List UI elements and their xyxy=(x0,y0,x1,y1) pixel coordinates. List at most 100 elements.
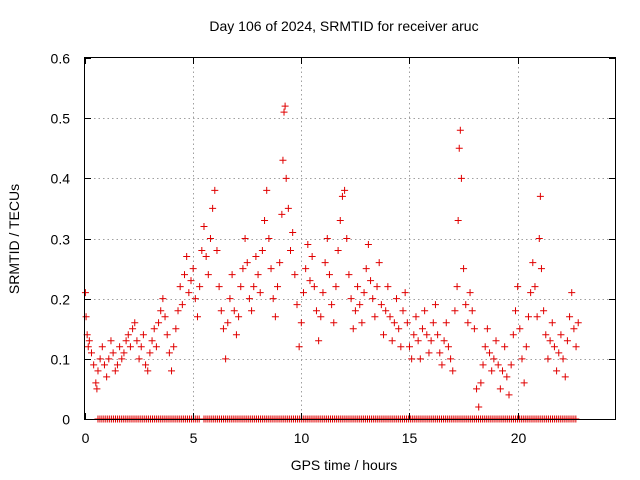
data-point xyxy=(157,307,165,315)
data-point xyxy=(572,343,580,351)
data-point xyxy=(148,337,156,345)
data-point xyxy=(161,313,169,321)
data-point xyxy=(215,283,223,291)
data-point xyxy=(85,337,93,345)
data-point xyxy=(522,343,530,351)
data-point xyxy=(202,253,210,261)
data-point xyxy=(334,247,342,255)
data-point xyxy=(434,331,442,339)
data-point xyxy=(282,174,290,182)
data-point xyxy=(189,265,197,273)
data-point xyxy=(172,325,180,333)
data-point xyxy=(291,271,299,279)
data-point xyxy=(559,355,567,363)
data-point xyxy=(501,343,509,351)
y-tick-label: 0.6 xyxy=(51,51,71,67)
data-point xyxy=(412,313,420,321)
data-point xyxy=(341,186,349,194)
data-point xyxy=(536,192,544,200)
data-point xyxy=(555,349,563,357)
data-point xyxy=(217,307,225,315)
data-point xyxy=(401,289,409,297)
data-point xyxy=(159,295,167,303)
x-tick-label: 0 xyxy=(82,430,90,446)
data-point xyxy=(200,222,208,230)
data-point xyxy=(516,325,524,333)
data-point xyxy=(323,235,331,242)
data-point xyxy=(483,325,491,333)
data-point xyxy=(373,283,381,291)
data-point xyxy=(332,283,340,291)
data-point xyxy=(279,156,287,164)
data-point xyxy=(349,325,357,333)
data-point xyxy=(235,313,243,321)
data-point xyxy=(310,283,318,291)
data-point xyxy=(204,271,212,279)
data-point xyxy=(358,319,366,327)
data-point xyxy=(304,241,312,249)
data-point xyxy=(568,289,576,297)
data-point xyxy=(356,301,364,309)
data-point xyxy=(514,283,522,291)
data-point xyxy=(457,174,465,182)
data-point xyxy=(371,313,379,321)
data-point xyxy=(226,295,234,303)
data-point xyxy=(468,307,476,315)
data-point xyxy=(423,331,431,339)
data-point xyxy=(375,259,383,267)
data-point xyxy=(243,259,251,267)
data-point xyxy=(81,289,89,297)
data-point xyxy=(230,307,238,315)
data-point xyxy=(511,307,519,315)
data-point xyxy=(454,216,462,224)
data-point xyxy=(139,331,147,339)
data-point xyxy=(507,361,515,369)
data-point xyxy=(364,241,372,249)
data-point xyxy=(317,313,325,321)
data-point xyxy=(185,289,193,297)
data-point xyxy=(377,301,385,309)
data-point xyxy=(481,343,489,351)
data-point xyxy=(509,331,517,339)
data-point xyxy=(129,325,137,333)
data-point xyxy=(254,271,262,279)
data-point xyxy=(284,204,292,212)
data-point xyxy=(315,337,323,345)
data-point xyxy=(135,355,143,363)
data-point xyxy=(280,108,288,116)
data-point xyxy=(293,301,301,309)
data-point xyxy=(92,379,100,387)
data-point xyxy=(232,331,240,339)
data-point xyxy=(258,247,266,255)
x-axis-label: GPS time / hours xyxy=(291,457,398,473)
x-tick-label: 5 xyxy=(190,430,198,446)
y-tick-label: 0.1 xyxy=(51,352,71,368)
data-point xyxy=(122,337,130,345)
data-point xyxy=(196,283,204,291)
data-point xyxy=(546,337,554,345)
data-point xyxy=(382,307,390,315)
data-point xyxy=(245,295,253,303)
data-point xyxy=(347,295,355,303)
data-point xyxy=(529,259,537,267)
data-point xyxy=(570,325,578,333)
data-point xyxy=(131,319,139,327)
data-point xyxy=(133,337,141,345)
data-point xyxy=(276,259,284,267)
data-point xyxy=(414,337,422,345)
data-point xyxy=(170,343,178,351)
data-point xyxy=(113,361,121,369)
data-point xyxy=(473,385,481,393)
data-point xyxy=(336,216,344,224)
data-point xyxy=(269,295,277,303)
data-point xyxy=(144,367,152,375)
data-point xyxy=(427,337,435,345)
data-point xyxy=(367,277,375,285)
data-point xyxy=(449,367,457,375)
data-point xyxy=(193,313,201,321)
data-point xyxy=(477,379,485,387)
data-point xyxy=(550,343,558,351)
data-point xyxy=(455,144,463,152)
data-point xyxy=(176,283,184,291)
data-point xyxy=(544,355,552,363)
